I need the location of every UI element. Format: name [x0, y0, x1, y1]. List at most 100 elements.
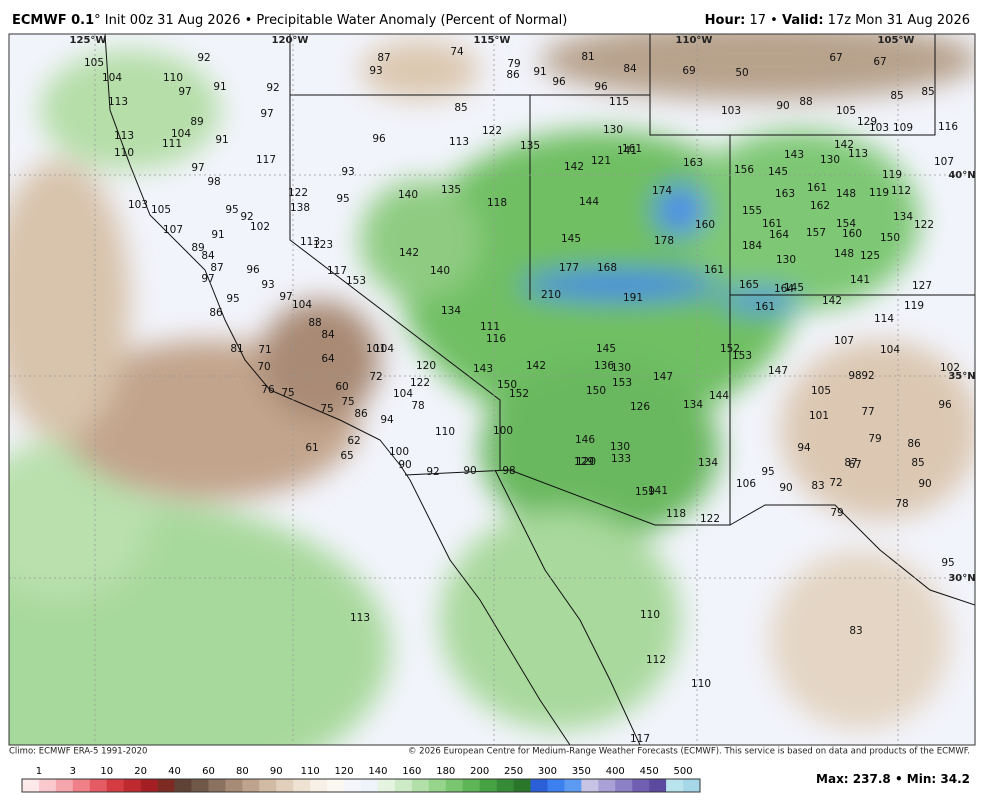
map-value: 91 [213, 81, 226, 93]
map-value: 81 [230, 343, 243, 355]
map-value: 142 [822, 295, 842, 307]
legend-swatch [276, 779, 294, 792]
map-value: 114 [874, 313, 894, 325]
map-value: 96 [594, 81, 608, 93]
legend-swatch [106, 779, 124, 792]
map-value: 148 [836, 188, 856, 200]
legend-tick-label: 400 [606, 766, 625, 777]
map-value: 107 [834, 335, 854, 347]
legend-tick-label: 80 [236, 766, 249, 777]
map-value: 118 [666, 508, 686, 520]
legend-tick-label: 90 [270, 766, 283, 777]
legend-swatch [191, 779, 209, 792]
map-value: 67 [848, 459, 861, 471]
legend-tick-label: 60 [202, 766, 215, 777]
map-value: 141 [648, 485, 668, 497]
valid-label: Valid: [782, 13, 824, 28]
legend-swatch [530, 779, 548, 792]
map-value: 157 [806, 227, 826, 239]
map-value: 104 [393, 388, 413, 400]
map-value: 97 [178, 86, 191, 98]
geo-label: 30°N [948, 573, 975, 584]
map-value: 88 [308, 317, 321, 329]
legend-tick-label: 120 [335, 766, 354, 777]
legend-tick-label: 350 [572, 766, 591, 777]
map-value: 98 [207, 176, 220, 188]
map-value: 79 [830, 507, 843, 519]
map-value: 111 [162, 138, 182, 150]
map-value: 100 [493, 425, 513, 437]
min-label: Min: [907, 772, 936, 786]
legend-swatch [666, 779, 684, 792]
legend-swatch [649, 779, 667, 792]
legend-swatch [72, 779, 91, 792]
header-right: Hour: 17 • Valid: 17z Mon 31 Aug 2026 [705, 13, 970, 28]
map-value: 104 [880, 344, 900, 356]
map-value: 161 [762, 218, 782, 230]
map-value: 97 [191, 162, 204, 174]
header-left: ECMWF 0.1° Init 00z 31 Aug 2026 • Precip… [12, 13, 567, 28]
map-value: 143 [784, 149, 804, 161]
legend-swatch [462, 779, 480, 792]
legend-swatch [174, 779, 192, 792]
map-value: 106 [736, 478, 756, 490]
map-value: 75 [320, 403, 333, 415]
map-value: 94 [797, 442, 811, 454]
map-value: 79 [507, 58, 520, 70]
map-value: 78 [895, 498, 908, 510]
map-value: 153 [612, 377, 632, 389]
map-value: 72 [829, 477, 842, 489]
legend-swatch [496, 779, 514, 792]
map-value: 142 [399, 247, 419, 259]
map-value: 87 [377, 52, 390, 64]
geo-label: 35°N [948, 371, 975, 382]
map-value: 101 [366, 343, 386, 355]
map-value: 81 [581, 51, 594, 63]
map-value: 164 [769, 229, 789, 241]
map-value: 134 [698, 457, 718, 469]
map-value: 163 [683, 157, 703, 169]
map-value: 153 [346, 275, 366, 287]
map-value: 96 [246, 264, 260, 276]
legend-swatch [615, 779, 633, 792]
map-value: 75 [341, 396, 354, 408]
map-value: 92 [426, 466, 439, 478]
geo-label: 110°W [676, 35, 713, 46]
map-value: 154 [836, 218, 856, 230]
map-value: 119 [904, 300, 924, 312]
geo-label: 40°N [948, 170, 975, 181]
legend-tick-label: 160 [402, 766, 421, 777]
map-value: 89 [191, 242, 204, 254]
geo-label: 115°W [474, 35, 511, 46]
header-title: ° Init 00z 31 Aug 2026 • Precipitable Wa… [94, 13, 567, 28]
legend-swatch [598, 779, 616, 792]
map-value: 168 [597, 262, 617, 274]
map-value: 210 [541, 289, 561, 301]
shading [9, 34, 975, 745]
map-value: 178 [654, 235, 674, 247]
map-value: 84 [623, 63, 637, 75]
map-value: 161 [622, 143, 642, 155]
map-value: 135 [441, 184, 461, 196]
map-value: 153 [732, 350, 752, 362]
map-value: 69 [682, 65, 695, 77]
map-value: 130 [603, 124, 623, 136]
map-value: 88 [799, 96, 812, 108]
map-value: 92 [266, 82, 279, 94]
map-value: 136 [594, 360, 614, 372]
map-value: 104 [102, 72, 122, 84]
legend-swatch [242, 779, 260, 792]
map-value: 140 [430, 265, 450, 277]
legend-swatch [513, 779, 531, 792]
map-value: 86 [506, 69, 520, 81]
map-value: 87 [844, 457, 857, 469]
legend-swatch [327, 779, 345, 792]
map-value: 121 [591, 155, 611, 167]
legend-tick-label: 200 [470, 766, 489, 777]
map-value: 130 [776, 254, 796, 266]
map-value: 103 [721, 105, 741, 117]
map-value: 123 [313, 239, 333, 251]
map-value: 163 [775, 188, 795, 200]
